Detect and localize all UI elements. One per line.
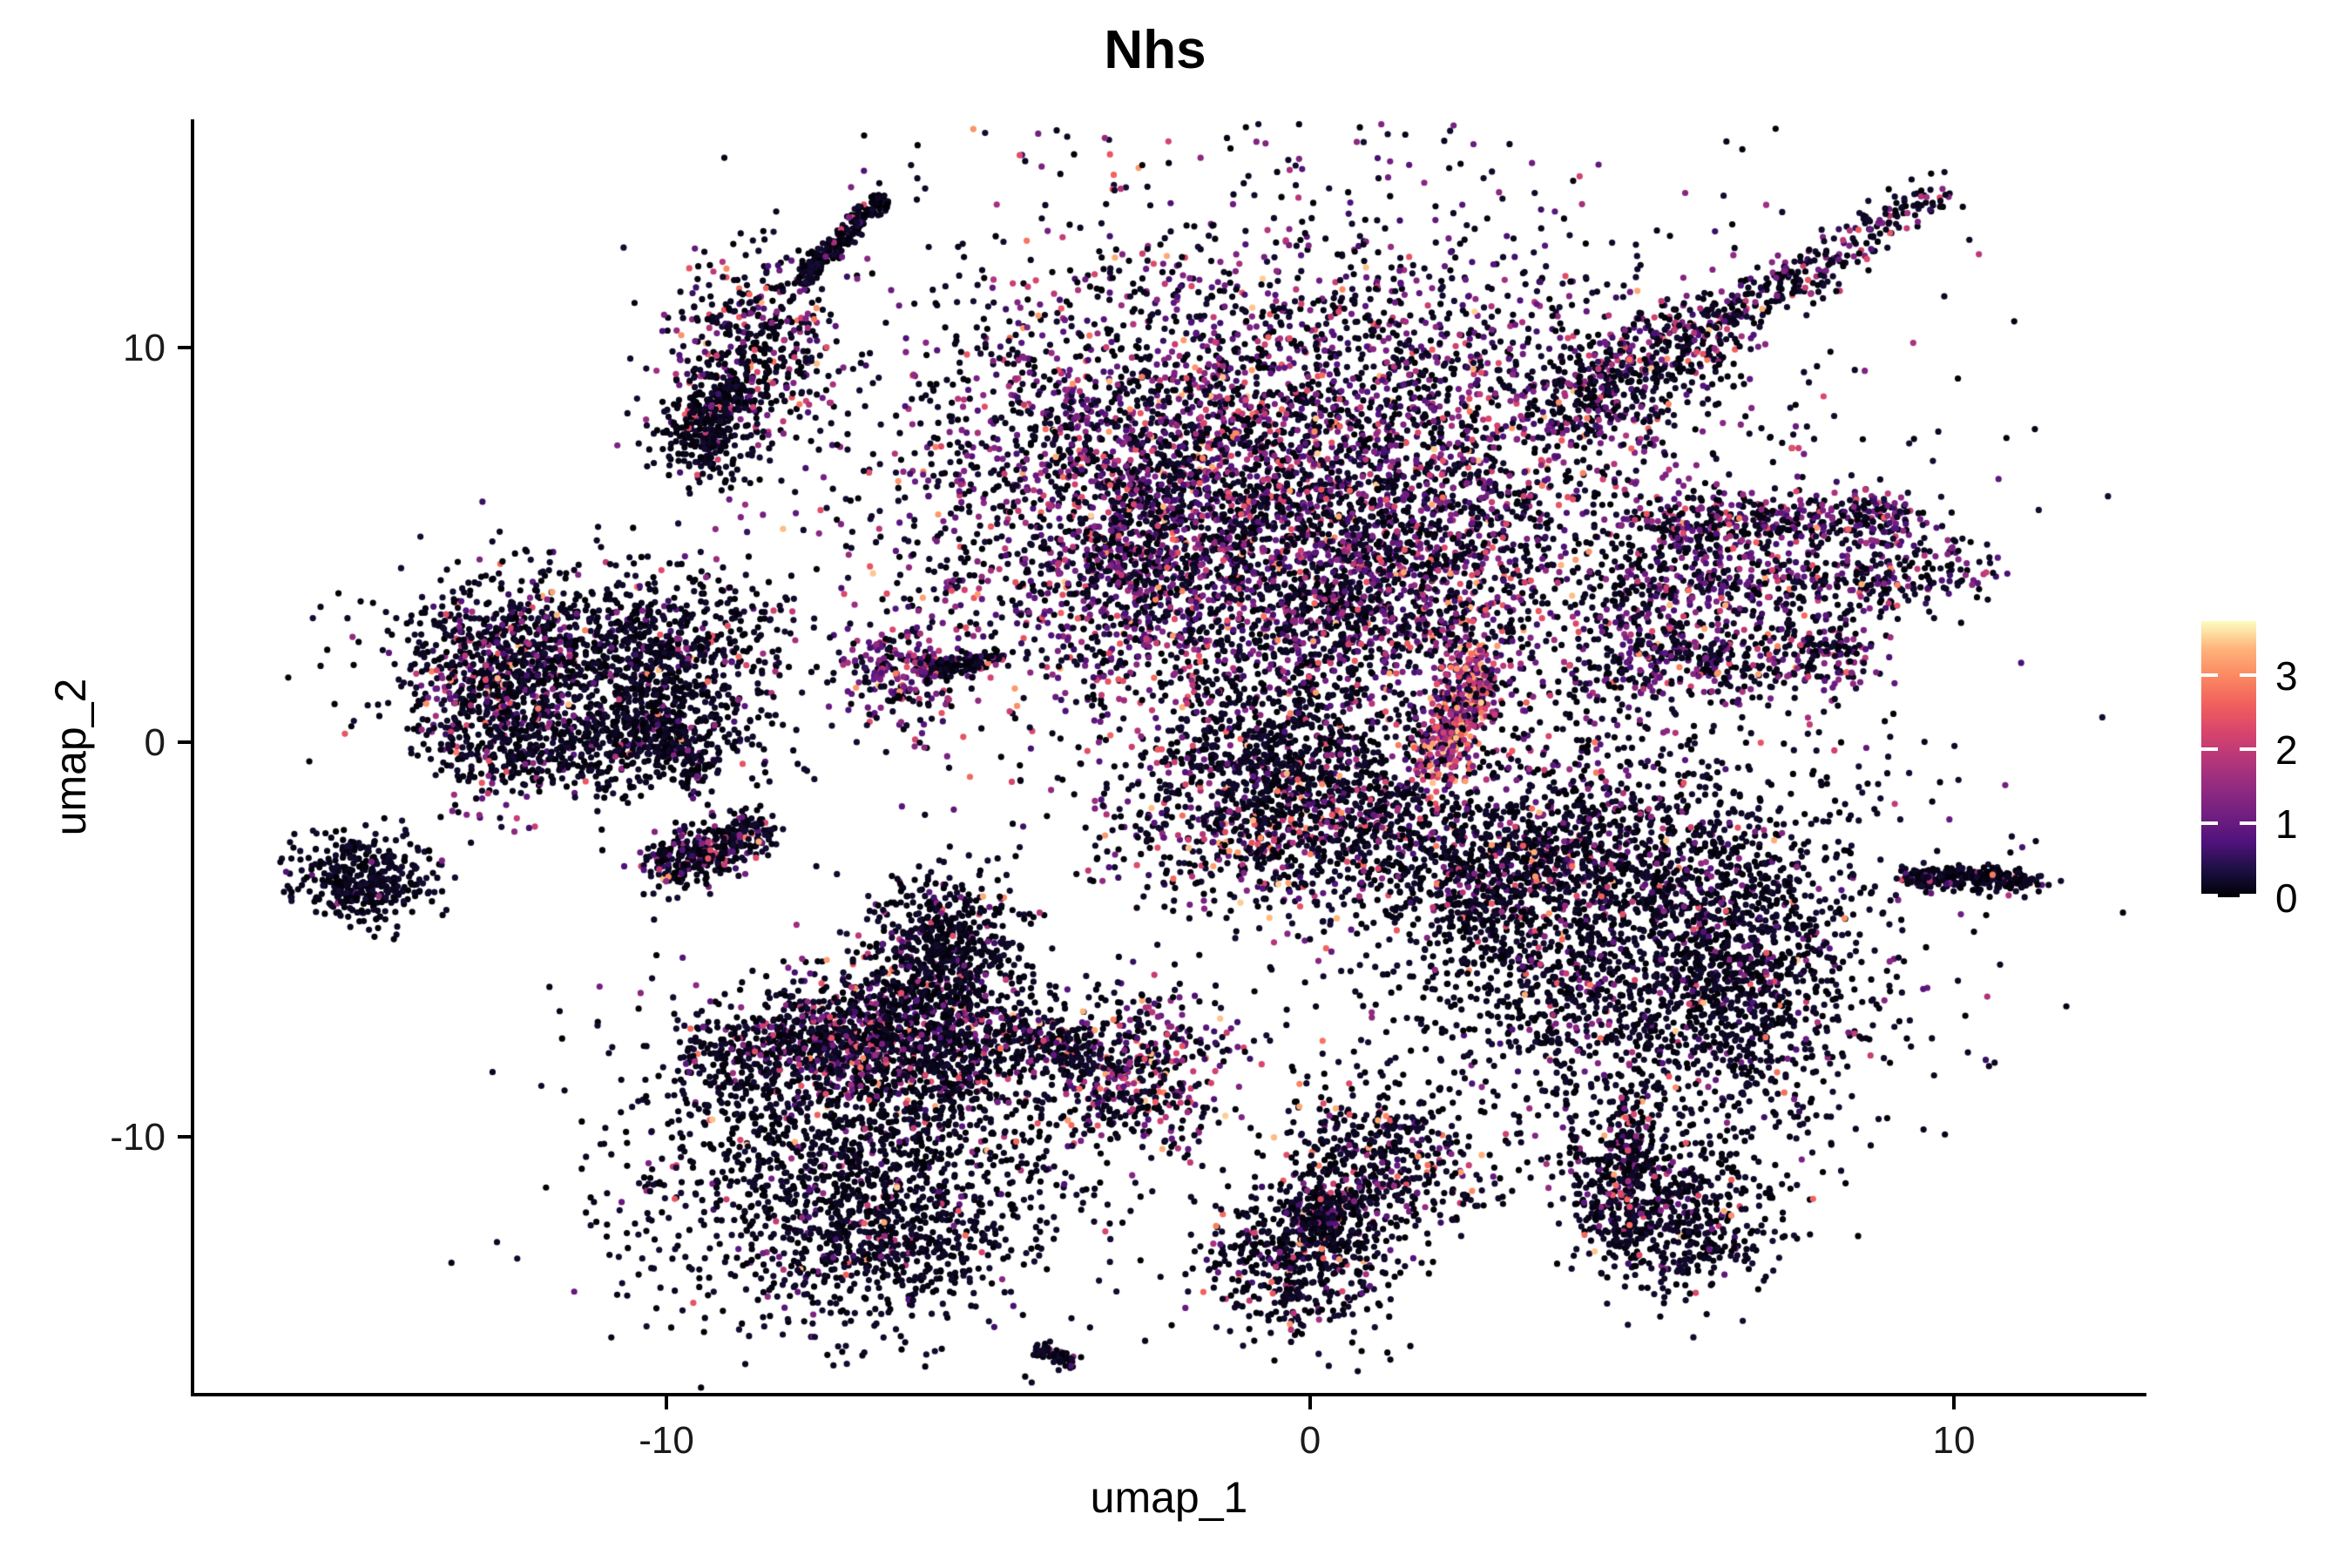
y-tick-mark-0: [178, 740, 191, 744]
x-tick-label-neg10: -10: [639, 1419, 694, 1462]
y-axis-title: umap_2: [46, 678, 95, 836]
y-axis-line: [191, 119, 194, 1396]
colorbar-label-2: 2: [2275, 727, 2298, 773]
colorbar-notch-1-right: [2240, 821, 2256, 825]
y-tick-mark-10: [178, 346, 191, 349]
colorbar-notch-3-left: [2201, 673, 2218, 677]
colorbar-notch-3-right: [2240, 673, 2256, 677]
plot-title: Nhs: [1104, 20, 1206, 80]
colorbar-label-3: 3: [2275, 653, 2298, 699]
colorbar-notch-2-left: [2201, 747, 2218, 751]
colorbar-label-0: 0: [2275, 875, 2298, 921]
y-tick-label-neg10: -10: [110, 1116, 166, 1159]
x-tick-label-0: 0: [1299, 1419, 1321, 1462]
x-tick-mark-0: [1308, 1396, 1312, 1409]
x-axis-line: [191, 1393, 2146, 1396]
colorbar-notch-1-left: [2201, 821, 2218, 825]
colorbar-notch-0-left: [2201, 894, 2218, 897]
x-tick-label-10: 10: [1932, 1419, 1976, 1462]
y-tick-mark-neg10: [178, 1135, 191, 1139]
colorbar-notch-2-right: [2240, 747, 2256, 751]
x-axis-title: umap_1: [1090, 1473, 1248, 1522]
colorbar-label-1: 1: [2275, 801, 2298, 847]
x-tick-mark-10: [1952, 1396, 1956, 1409]
colorbar-notch-0-right: [2240, 894, 2256, 897]
colorbar-gradient: [2201, 621, 2256, 897]
y-tick-label-10: 10: [123, 327, 166, 369]
y-tick-label-0: 0: [144, 721, 166, 764]
x-tick-mark-neg10: [665, 1396, 668, 1409]
